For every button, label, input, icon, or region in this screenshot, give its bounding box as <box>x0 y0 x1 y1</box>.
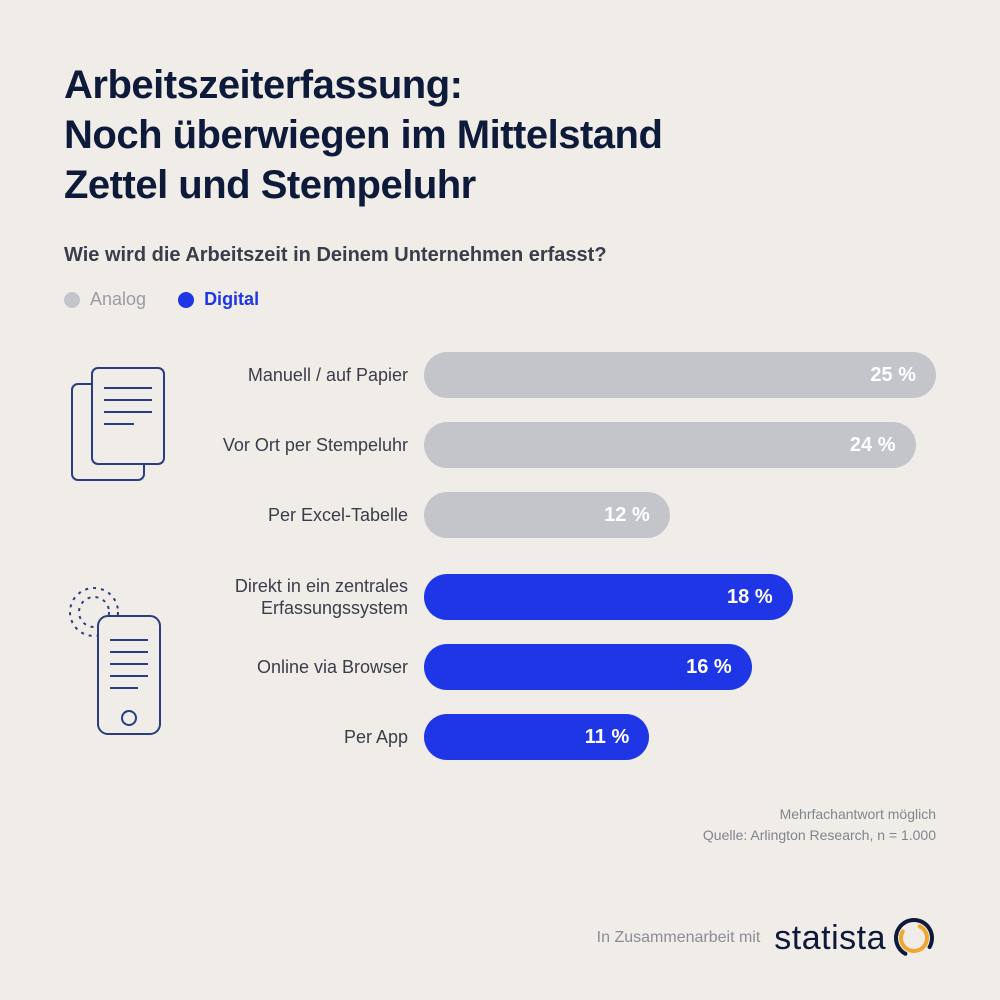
bar-label: Per Excel-Tabelle <box>194 504 424 527</box>
paper-icon <box>64 360 174 500</box>
legend-dot-analog <box>64 292 80 308</box>
title-line-2: Noch überwiegen im Mittelstand <box>64 113 662 157</box>
bars-analog: Manuell / auf Papier 25 % Vor Ort per Stem… <box>194 352 936 538</box>
bar-value: 18 % <box>727 586 773 609</box>
paper-icon <box>64 352 194 505</box>
footnote-line-2: Quelle: Arlington Research, n = 1.000 <box>64 825 936 846</box>
title-line-3: Zettel und Stempeluhr <box>64 163 476 207</box>
bar-label: Manuell / auf Papier <box>194 364 424 387</box>
bar-fill: 25 % <box>424 352 936 398</box>
title-line-1: Arbeitszeiterfassung: <box>64 63 462 107</box>
bar-track: 12 % <box>424 492 936 538</box>
bar-track: 16 % <box>424 644 936 690</box>
legend-item-digital: Digital <box>178 289 259 310</box>
bar-value: 25 % <box>870 364 916 387</box>
bar-row: Per Excel-Tabelle 12 % <box>194 492 936 538</box>
bar-track: 11 % <box>424 714 936 760</box>
bar-label: Direkt in ein zentrales Erfassungssystem <box>194 575 424 620</box>
bar-row: Vor Ort per Stempeluhr 24 % <box>194 422 936 468</box>
bar-track: 25 % <box>424 352 936 398</box>
statista-ring-icon <box>892 916 936 960</box>
phone-icon <box>64 582 174 752</box>
chart-area: Manuell / auf Papier 25 % Vor Ort per Stem… <box>64 352 936 796</box>
legend-dot-digital <box>178 292 194 308</box>
bar-value: 16 % <box>686 656 732 679</box>
footer: In Zusammenarbeit mit statista <box>64 886 936 960</box>
phone-icon <box>64 574 194 757</box>
chart-group-digital: Direkt in ein zentrales Erfassungssystem… <box>64 574 936 760</box>
bar-label: Per App <box>194 726 424 749</box>
bar-value: 12 % <box>604 504 650 527</box>
bar-fill: 16 % <box>424 644 752 690</box>
footnote-line-1: Mehrfachantwort möglich <box>64 804 936 825</box>
footer-text: In Zusammenarbeit mit <box>597 929 761 947</box>
bar-row: Manuell / auf Papier 25 % <box>194 352 936 398</box>
bar-fill: 12 % <box>424 492 670 538</box>
bar-fill: 18 % <box>424 574 793 620</box>
bar-fill: 24 % <box>424 422 916 468</box>
legend: Analog Digital <box>64 289 936 310</box>
bars-digital: Direkt in ein zentrales Erfassungssystem… <box>194 574 936 760</box>
bar-label: Vor Ort per Stempeluhr <box>194 434 424 457</box>
legend-label-digital: Digital <box>204 289 259 310</box>
bar-row: Online via Browser 16 % <box>194 644 936 690</box>
chart-group-analog: Manuell / auf Papier 25 % Vor Ort per Stem… <box>64 352 936 538</box>
bar-value: 11 % <box>585 726 629 749</box>
legend-label-analog: Analog <box>90 289 146 310</box>
chart-footnotes: Mehrfachantwort möglich Quelle: Arlingto… <box>64 804 936 846</box>
bar-row: Per App 11 % <box>194 714 936 760</box>
bar-row: Direkt in ein zentrales Erfassungssystem… <box>194 574 936 620</box>
bar-track: 18 % <box>424 574 936 620</box>
statista-logo: statista <box>774 916 936 960</box>
bar-value: 24 % <box>850 434 896 457</box>
chart-title: Arbeitszeiterfassung: Noch überwiegen im… <box>64 60 936 210</box>
bar-label: Online via Browser <box>194 656 424 679</box>
bar-track: 24 % <box>424 422 936 468</box>
statista-wordmark: statista <box>774 919 886 958</box>
chart-subtitle: Wie wird die Arbeitszeit in Deinem Unter… <box>64 244 936 267</box>
bar-fill: 11 % <box>424 714 649 760</box>
legend-item-analog: Analog <box>64 289 146 310</box>
